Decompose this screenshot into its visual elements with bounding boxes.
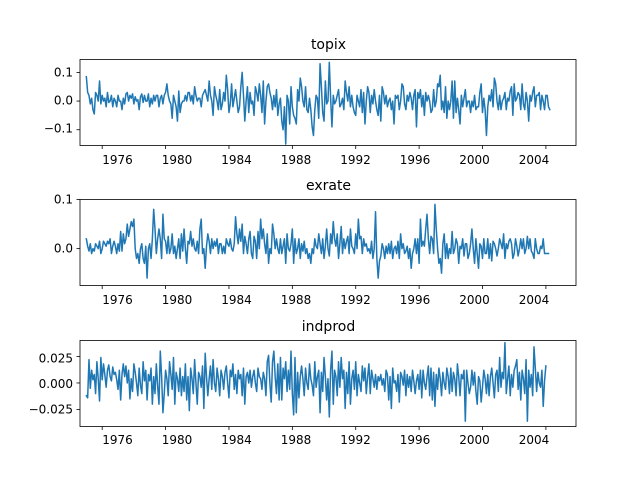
x-tick-label: 1980 <box>162 293 193 307</box>
subplot-title: exrate <box>306 178 351 194</box>
x-tick-label: 2004 <box>519 153 550 167</box>
x-tick-labels: 1976 1980 1984 1988 1992 1996 2000 2004 <box>102 433 549 447</box>
x-tick-label: 1992 <box>340 153 371 167</box>
x-tick-label: 1984 <box>221 153 252 167</box>
x-tick-label: 2000 <box>459 433 490 447</box>
y-tick-labels: 0.0 0.1 <box>54 192 73 255</box>
x-tick-labels: 1976 1980 1984 1988 1992 1996 2000 2004 <box>102 293 549 307</box>
y-tick-label: 0.0 <box>54 93 73 107</box>
axes-frame <box>79 340 577 427</box>
x-tick-label: 1988 <box>281 153 312 167</box>
series-line-exrate <box>85 203 550 279</box>
x-tick-label: 1984 <box>221 433 252 447</box>
plot-area-indprod <box>76 340 577 430</box>
x-tick-label: 2004 <box>519 433 550 447</box>
y-tick-label: −0.1 <box>44 121 73 135</box>
x-tick-label: 1992 <box>340 293 371 307</box>
y-tick-label: −0.025 <box>29 402 73 416</box>
x-tick-labels: 1976 1980 1984 1988 1992 1996 2000 2004 <box>102 153 549 167</box>
x-tick-label: 2000 <box>459 293 490 307</box>
x-tick-label: 1996 <box>400 153 431 167</box>
x-tick-label: 1988 <box>281 293 312 307</box>
subplot-indprod: indprod −0.025 0.000 0.025 1976 1980 198… <box>29 319 550 447</box>
axes-frame <box>79 59 577 146</box>
y-tick-label: 0.1 <box>54 192 73 206</box>
y-tick-label: 0.000 <box>39 377 73 391</box>
plot-area-topix <box>76 59 577 149</box>
y-tick-labels: −0.025 0.000 0.025 <box>29 351 73 416</box>
x-tick-label: 1976 <box>102 433 133 447</box>
subplot-topix: topix −0.1 0.0 0.1 1976 1980 1984 1988 1… <box>44 37 549 167</box>
subplot-title: indprod <box>302 319 355 335</box>
x-tick-label: 1988 <box>281 433 312 447</box>
plot-area-exrate <box>76 199 577 289</box>
x-tick-label: 1976 <box>102 293 133 307</box>
axes-frame <box>79 199 577 286</box>
x-tick-label: 1996 <box>400 293 431 307</box>
x-tick-label: 2000 <box>459 153 490 167</box>
y-tick-label: 0.025 <box>39 351 73 365</box>
series-line-topix <box>85 61 551 145</box>
x-tick-label: 1980 <box>162 153 193 167</box>
x-tick-label: 1980 <box>162 433 193 447</box>
y-tick-label: 0.0 <box>54 241 73 255</box>
subplot-exrate: exrate 0.0 0.1 1976 1980 1984 1988 1992 … <box>54 178 549 307</box>
x-tick-label: 1992 <box>340 433 371 447</box>
x-tick-label: 1976 <box>102 153 133 167</box>
y-tick-labels: −0.1 0.0 0.1 <box>44 65 73 135</box>
x-tick-label: 2004 <box>519 293 550 307</box>
x-tick-label: 1996 <box>400 433 431 447</box>
x-tick-label: 1984 <box>221 293 252 307</box>
y-tick-label: 0.1 <box>54 65 73 79</box>
series-line-indprod <box>85 341 547 422</box>
subplot-title: topix <box>311 37 346 53</box>
